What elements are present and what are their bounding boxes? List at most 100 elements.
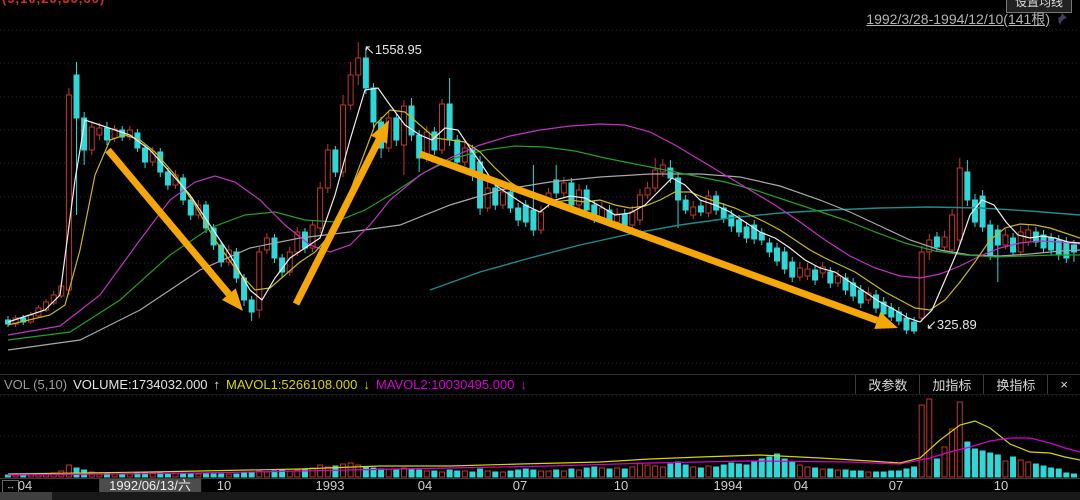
volume-bar (606, 468, 613, 478)
volume-bar (598, 467, 605, 478)
volume-value: VOLUME:1734032.000 (73, 377, 208, 392)
candle (728, 214, 735, 227)
candle (621, 213, 628, 226)
x-axis-label: 07 (888, 478, 904, 493)
date-range-link[interactable]: 1992/3/28-1994/12/10(141根) (866, 11, 1050, 27)
volume-bar (713, 466, 720, 478)
candle (507, 191, 514, 209)
volume-bar (553, 469, 560, 478)
candle (187, 199, 194, 216)
candle (27, 314, 34, 323)
volume-bar (720, 464, 727, 478)
volume-bar (636, 462, 643, 478)
trend-arrow (418, 150, 879, 324)
candle (850, 282, 857, 297)
candle (614, 213, 621, 223)
candle (796, 267, 803, 278)
volume-bar (941, 446, 948, 478)
volume-bar (560, 470, 567, 478)
candle (949, 214, 956, 251)
switch-indicator-button[interactable]: 换指标 (983, 375, 1047, 394)
x-axis-label: 04 (417, 478, 433, 493)
candle (735, 219, 742, 233)
volume-bar (614, 467, 621, 478)
high-value: 1558.95 (374, 42, 422, 57)
candle (812, 269, 819, 281)
volume-bar (499, 471, 506, 478)
volume-bar (697, 467, 704, 478)
mavol1-value: MAVOL1:5266108.000 (226, 377, 358, 392)
candle (644, 187, 651, 196)
candle (248, 299, 255, 313)
mavol-lines (7, 420, 1080, 476)
candle (827, 271, 834, 284)
volume-bar (286, 470, 293, 478)
volume-readouts: VOL (5,10) VOLUME:1734032.000 ↑ MAVOL1:5… (0, 377, 855, 392)
volume-bar (690, 466, 697, 478)
candle (697, 205, 704, 213)
volume-bar (408, 468, 415, 478)
x-axis-label: 10 (216, 478, 232, 493)
volume-bar (789, 461, 796, 478)
chart-scrollbar[interactable] (0, 492, 1080, 500)
pin-icon[interactable] (1054, 12, 1068, 26)
candle (751, 224, 758, 240)
candle (515, 207, 522, 221)
ma-params-clipped-text: (5,10,20,30,60) (2, 0, 105, 6)
candle (393, 117, 400, 141)
volume-bar (766, 456, 773, 478)
volume-bar (233, 473, 240, 478)
volume-bar (850, 470, 857, 478)
volume-bar (682, 464, 689, 478)
candle (553, 179, 560, 194)
candle (149, 151, 156, 163)
candle (499, 191, 506, 206)
candle (918, 251, 925, 319)
volume-bar (65, 464, 72, 478)
add-indicator-button[interactable]: 加指标 (919, 375, 983, 394)
high-annotation: ↖1558.95 (364, 42, 422, 58)
x-axis-label: 10 (993, 478, 1009, 493)
x-axis-label: 1993 (315, 478, 345, 493)
scrollbar-thumb[interactable] (0, 492, 52, 500)
volume-bar (400, 467, 407, 478)
candle (979, 195, 986, 228)
candle (164, 171, 171, 186)
volume-bar (248, 472, 255, 478)
change-params-button[interactable]: 改参数 (855, 375, 919, 394)
volume-bar (728, 462, 735, 478)
volume-bar (1070, 473, 1077, 478)
candle (682, 199, 689, 211)
volume-bar (804, 466, 811, 478)
volume-bar (743, 464, 750, 478)
candle (705, 195, 712, 214)
candle (340, 104, 347, 173)
volume-bar (971, 448, 978, 478)
candle (20, 317, 27, 323)
candle (560, 182, 567, 194)
candle (218, 244, 225, 263)
crosshair-date-box: 1992/06/13/六 (99, 479, 201, 493)
close-indicator-button[interactable]: × (1047, 375, 1080, 394)
volume-bar (872, 471, 879, 478)
volume-bar (1002, 460, 1009, 478)
volume-bar (187, 473, 194, 478)
mavol2-value: MAVOL2:10030495.000 (375, 377, 515, 392)
candle (96, 127, 103, 136)
high-arrow-glyph: ↖ (364, 42, 375, 57)
candle (454, 139, 461, 163)
volume-bar (774, 453, 781, 478)
volume-bar (438, 471, 445, 478)
volume-bar (758, 458, 765, 478)
candle (1048, 237, 1055, 251)
candle (492, 187, 499, 206)
x-axis-label: 04 (793, 478, 809, 493)
volume-bar (416, 469, 423, 478)
candle (766, 242, 773, 253)
volume-bar (263, 471, 270, 478)
candle (568, 182, 575, 206)
volume-bar (119, 473, 126, 478)
candle (241, 277, 248, 301)
volume-bar (949, 428, 956, 478)
